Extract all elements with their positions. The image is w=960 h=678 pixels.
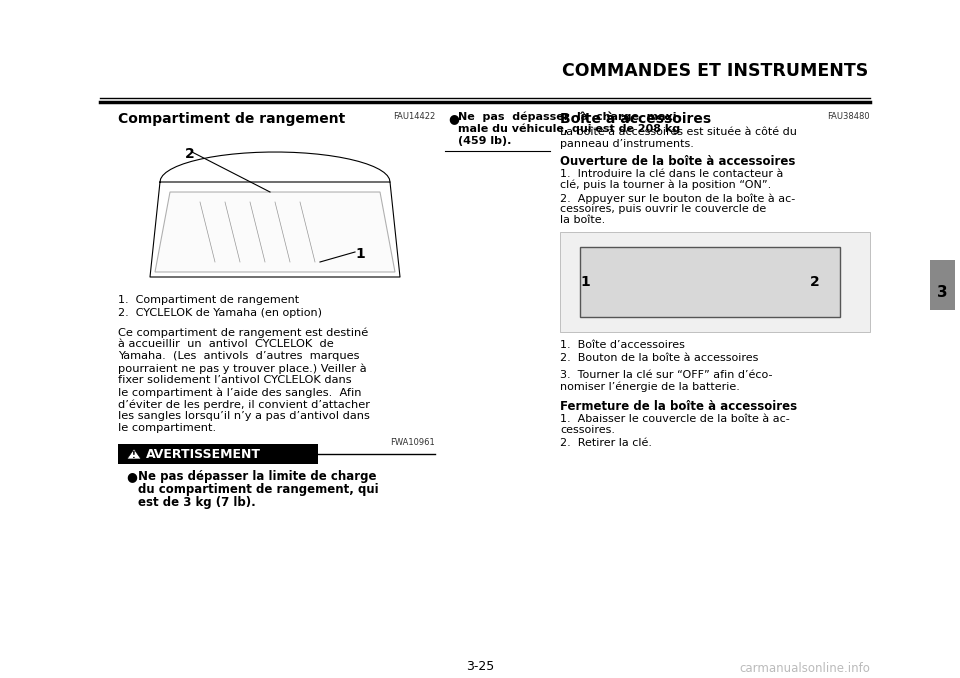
Polygon shape	[155, 192, 395, 272]
Text: Yamaha.  (Les  antivols  d’autres  marques: Yamaha. (Les antivols d’autres marques	[118, 351, 359, 361]
Text: 1: 1	[580, 275, 589, 289]
Text: 2: 2	[810, 275, 820, 289]
Text: 2: 2	[185, 147, 195, 161]
Text: fixer solidement l’antivol CYCLELOK dans: fixer solidement l’antivol CYCLELOK dans	[118, 375, 351, 385]
Text: Ce compartiment de rangement est destiné: Ce compartiment de rangement est destiné	[118, 327, 369, 338]
Text: 3: 3	[937, 285, 948, 300]
Text: La boîte à accessoires est située à côté du: La boîte à accessoires est située à côté…	[560, 127, 797, 137]
Text: !: !	[132, 450, 136, 460]
Text: d’éviter de les perdre, il convient d’attacher: d’éviter de les perdre, il convient d’at…	[118, 399, 370, 410]
Text: 3-25: 3-25	[466, 660, 494, 673]
Text: cessoires.: cessoires.	[560, 425, 615, 435]
Text: male du véhicule, qui est de 208 kg: male du véhicule, qui est de 208 kg	[458, 124, 680, 134]
Text: le compartiment.: le compartiment.	[118, 423, 216, 433]
Text: pourraient ne pas y trouver place.) Veiller à: pourraient ne pas y trouver place.) Veil…	[118, 363, 367, 374]
Text: à accueillir  un  antivol  CYCLELOK  de: à accueillir un antivol CYCLELOK de	[118, 339, 334, 349]
Text: FAU38480: FAU38480	[828, 112, 870, 121]
Bar	[930, 260, 955, 310]
Text: est de 3 kg (7 lb).: est de 3 kg (7 lb).	[138, 496, 255, 509]
Text: (459 lb).: (459 lb).	[458, 136, 512, 146]
Text: COMMANDES ET INSTRUMENTS: COMMANDES ET INSTRUMENTS	[562, 62, 868, 80]
Text: 1.  Compartiment de rangement: 1. Compartiment de rangement	[118, 295, 300, 305]
Text: 2.  Retirer la clé.: 2. Retirer la clé.	[560, 438, 652, 448]
Text: 2.  Bouton de la boîte à accessoires: 2. Bouton de la boîte à accessoires	[560, 353, 758, 363]
Text: le compartiment à l’aide des sangles.  Afin: le compartiment à l’aide des sangles. Af…	[118, 387, 362, 397]
Text: panneau d’instruments.: panneau d’instruments.	[560, 139, 694, 149]
Text: 1.  Abaisser le couvercle de la boîte à ac-: 1. Abaisser le couvercle de la boîte à a…	[560, 414, 790, 424]
Text: 1.  Boîte d’accessoires: 1. Boîte d’accessoires	[560, 340, 684, 350]
Text: Fermeture de la boîte à accessoires: Fermeture de la boîte à accessoires	[560, 400, 797, 413]
Text: Compartiment de rangement: Compartiment de rangement	[118, 112, 346, 126]
Bar	[118, 444, 318, 464]
Polygon shape	[127, 449, 141, 459]
Text: FWA10961: FWA10961	[391, 438, 435, 447]
Text: Ouverture de la boîte à accessoires: Ouverture de la boîte à accessoires	[560, 155, 796, 168]
Text: cessoires, puis ouvrir le couvercle de: cessoires, puis ouvrir le couvercle de	[560, 204, 766, 214]
Text: 1: 1	[355, 247, 365, 261]
Bar	[560, 232, 870, 332]
Text: la boîte.: la boîte.	[560, 215, 605, 225]
Text: clé, puis la tourner à la position “ON”.: clé, puis la tourner à la position “ON”.	[560, 180, 771, 191]
Text: 1.  Introduire la clé dans le contacteur à: 1. Introduire la clé dans le contacteur …	[560, 169, 783, 179]
Text: les sangles lorsqu’il n’y a pas d’antivol dans: les sangles lorsqu’il n’y a pas d’antivo…	[118, 411, 370, 421]
Text: 3.  Tourner la clé sur “OFF” afin d’éco-: 3. Tourner la clé sur “OFF” afin d’éco-	[560, 370, 773, 380]
Text: 2.  Appuyer sur le bouton de la boîte à ac-: 2. Appuyer sur le bouton de la boîte à a…	[560, 193, 795, 203]
Text: ●: ●	[126, 470, 137, 483]
Text: Boîte à accessoires: Boîte à accessoires	[560, 112, 711, 126]
Text: Ne  pas  dépasser  la  charge  maxi-: Ne pas dépasser la charge maxi-	[458, 112, 682, 123]
Text: carmanualsonline.info: carmanualsonline.info	[739, 662, 870, 675]
Text: nomiser l’énergie de la batterie.: nomiser l’énergie de la batterie.	[560, 382, 740, 393]
Text: du compartiment de rangement, qui: du compartiment de rangement, qui	[138, 483, 378, 496]
Text: ●: ●	[448, 112, 459, 125]
Bar	[140, 132, 410, 287]
Text: AVERTISSEMENT: AVERTISSEMENT	[146, 449, 261, 462]
Text: 2.  CYCLELOK de Yamaha (en option): 2. CYCLELOK de Yamaha (en option)	[118, 308, 322, 318]
Text: FAU14422: FAU14422	[393, 112, 435, 121]
Text: Ne pas dépasser la limite de charge: Ne pas dépasser la limite de charge	[138, 470, 376, 483]
Bar	[580, 247, 840, 317]
